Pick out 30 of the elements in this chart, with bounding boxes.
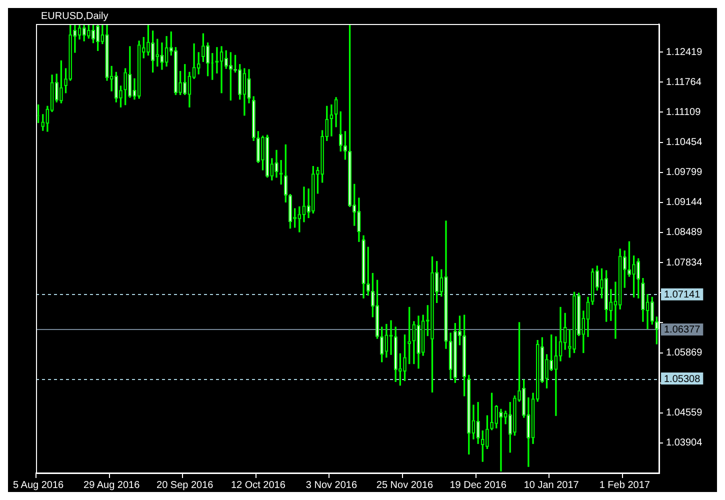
- candlestick: [279, 160, 283, 185]
- x-tick-label: 29 Aug 2016: [84, 480, 140, 491]
- x-tick-label: 20 Sep 2016: [156, 480, 214, 491]
- ref-line-label: 1.07141: [664, 290, 701, 301]
- x-tick-label: 1 Feb 2017: [599, 480, 650, 491]
- y-tick-label: 1.09799: [666, 167, 703, 178]
- candlestick: [220, 46, 224, 94]
- y-tick-label: 1.04559: [666, 408, 703, 419]
- candlestick: [389, 320, 393, 355]
- y-tick-label: 1.09144: [666, 197, 703, 208]
- y-tick-label: 1.12419: [666, 46, 703, 58]
- ref-line-label: 1.05308: [664, 374, 701, 385]
- candlestick: [330, 104, 334, 136]
- x-tick-label: 12 Oct 2016: [230, 480, 286, 491]
- x-tick-label: 19 Dec 2016: [450, 480, 507, 491]
- candlestick: [302, 186, 306, 222]
- x-tick-label: 5 Aug 2016: [12, 480, 64, 491]
- y-tick-label: 1.08489: [666, 227, 703, 238]
- x-tick-label: 3 Nov 2016: [306, 480, 358, 491]
- ref-line-label: 1.06377: [664, 324, 701, 336]
- x-tick-label: 10 Jan 2017: [524, 480, 580, 491]
- candlestick: [215, 47, 219, 74]
- y-tick-label: 1.10454: [666, 137, 703, 148]
- x-tick-label: 25 Nov 2016: [376, 480, 434, 491]
- y-tick-label: 1.11109: [666, 106, 702, 118]
- y-tick-label: 1.05869: [666, 348, 703, 359]
- y-tick-label: 1.03904: [666, 438, 703, 449]
- chart-title: EURUSD,Daily: [41, 10, 108, 22]
- y-tick-label: 1.11764: [666, 76, 702, 88]
- y-tick-label: 1.07834: [666, 257, 703, 268]
